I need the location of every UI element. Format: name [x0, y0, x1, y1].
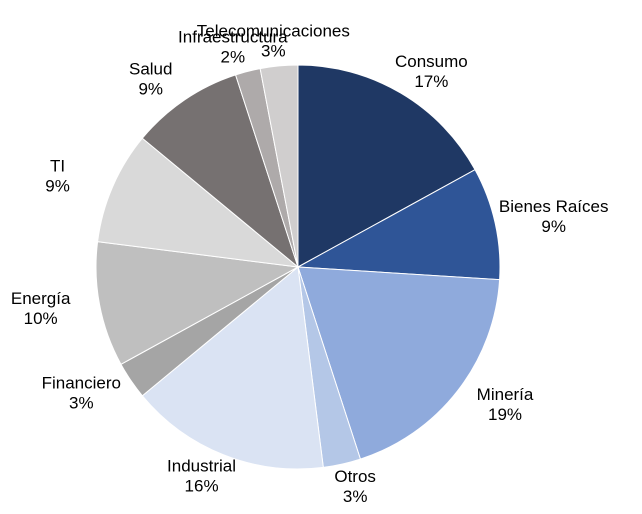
- slice-label: Salud: [129, 60, 172, 79]
- slice-label: Otros: [334, 467, 376, 486]
- slice-value: 9%: [138, 80, 163, 99]
- slice-value: 3%: [261, 41, 286, 60]
- slice-label: Consumo: [395, 52, 468, 71]
- slice-label: Telecomunicaciones: [197, 21, 350, 40]
- slice-value: 9%: [45, 177, 70, 196]
- slice-value: 17%: [414, 72, 448, 91]
- pie-slice: [141, 74, 300, 269]
- pie-slice: [97, 137, 300, 268]
- pie-slice: [95, 241, 300, 365]
- pie-slice: [259, 64, 299, 268]
- slice-label: Infraestructura: [178, 28, 288, 47]
- slice-label: TI: [50, 157, 65, 176]
- slice-value: 16%: [185, 477, 219, 496]
- slice-label: Bienes Raíces: [499, 197, 609, 216]
- slice-value: 3%: [69, 394, 94, 413]
- slice-label: Industrial: [167, 457, 236, 476]
- slice-value: 3%: [343, 487, 368, 506]
- slice-label: Minería: [477, 385, 534, 404]
- pie-slice: [141, 266, 324, 470]
- pie-slice: [296, 169, 501, 281]
- slice-value: 19%: [488, 405, 522, 424]
- slice-value: 2%: [221, 48, 246, 67]
- slice-label: Energía: [11, 289, 71, 308]
- pie-slice: [297, 64, 476, 268]
- slice-label: Financiero: [42, 374, 121, 393]
- pie-slice: [297, 266, 501, 460]
- slice-value: 10%: [24, 309, 58, 328]
- slice-value: 9%: [541, 217, 566, 236]
